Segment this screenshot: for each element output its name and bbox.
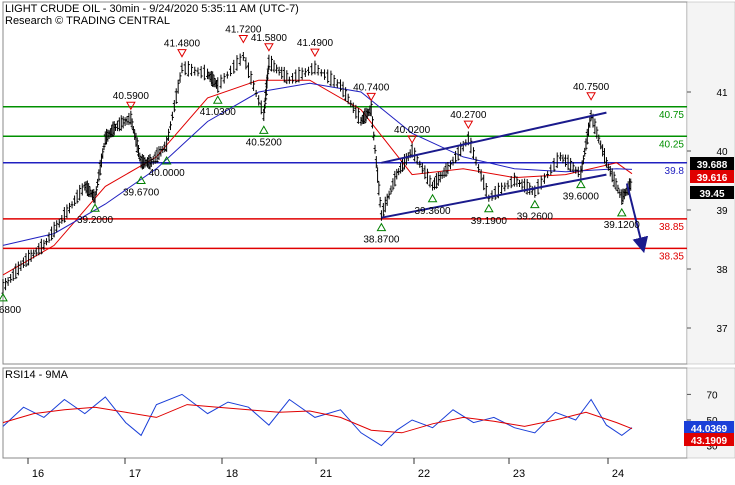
low-marker-icon	[0, 292, 8, 302]
high-marker-icon	[264, 43, 274, 52]
low-marker-icon	[529, 199, 540, 209]
low-marker-icon	[90, 203, 100, 212]
date-axis	[3, 460, 687, 480]
high-marker-icon	[177, 49, 187, 58]
low-label: 39.2000	[77, 215, 114, 226]
price-panel	[2, 1, 688, 365]
x-tick-label: 17	[129, 468, 141, 480]
high-marker-icon	[238, 35, 249, 44]
rsi-value-label: 43.1909	[691, 436, 728, 447]
rsi-value-box	[684, 433, 734, 446]
level-label: 40.75	[659, 110, 684, 121]
high-label: 41.4800	[164, 39, 201, 50]
high-label: 40.7500	[573, 82, 610, 93]
rsi-title: RSI14 - 9MA	[5, 369, 69, 381]
level-label: 38.85	[659, 222, 684, 233]
price-box-label: 39.616	[697, 173, 728, 184]
moving-average-line	[2, 82, 633, 246]
rsi-y-tick-label: 30	[706, 442, 718, 453]
x-tick-label: 22	[418, 468, 430, 480]
high-marker-icon	[310, 48, 320, 58]
high-label: 40.2700	[450, 110, 487, 121]
moving-average-line	[2, 79, 633, 276]
high-marker-icon	[586, 92, 596, 101]
high-marker-icon	[407, 135, 417, 144]
rsi-panel	[2, 367, 688, 459]
level-label: 39.8	[665, 166, 685, 177]
rsi-line	[2, 404, 633, 434]
x-tick-label: 23	[513, 468, 525, 480]
low-marker-icon	[258, 125, 269, 134]
high-marker-icon	[366, 92, 377, 102]
level-label: 38.35	[659, 251, 684, 262]
high-marker-icon	[125, 101, 136, 111]
high-label: 40.0200	[394, 125, 431, 136]
low-marker-icon	[161, 155, 172, 165]
low-label: 39.3600	[414, 206, 451, 217]
low-marker-icon	[427, 193, 438, 203]
low-label: 40.5200	[246, 137, 283, 148]
channel-line	[381, 173, 607, 219]
rsi-value-box	[684, 421, 734, 434]
rsi-line	[2, 393, 633, 447]
low-marker-icon	[483, 203, 494, 213]
high-label: 40.5900	[113, 91, 150, 102]
low-marker-icon	[576, 179, 586, 189]
price-box-label: 39.688	[697, 160, 728, 171]
low-marker-icon	[212, 95, 223, 104]
forecast-arrow	[625, 183, 649, 254]
y-tick-label: 40	[716, 147, 728, 158]
low-label: 39.1200	[604, 220, 641, 231]
high-label: 40.7400	[353, 82, 390, 93]
x-tick-label: 24	[612, 468, 624, 480]
y-tick-label: 38	[716, 265, 728, 276]
high-label: 41.4900	[297, 38, 334, 49]
x-tick-label: 16	[32, 468, 44, 480]
high-label: 41.5800	[251, 33, 288, 44]
x-tick-label: 21	[320, 468, 332, 480]
rsi-y-tick-label: 70	[706, 390, 718, 401]
chart-title: LIGHT CRUDE OIL - 30min - 9/24/2020 5:35…	[5, 3, 299, 15]
low-label: 39.2600	[517, 212, 554, 223]
low-label: 38.8700	[363, 235, 400, 246]
level-label: 40.25	[659, 139, 684, 150]
y-tick-label: 37	[716, 324, 728, 335]
low-label: 39.6000	[563, 192, 600, 203]
low-label: 39.6700	[123, 187, 160, 198]
low-marker-icon	[376, 222, 387, 232]
x-tick-label: 18	[226, 468, 238, 480]
price-box	[690, 170, 734, 183]
high-marker-icon	[463, 120, 474, 130]
y-tick-label: 39	[716, 206, 728, 217]
rsi-value-label: 44.0369	[691, 424, 728, 435]
price-box	[690, 157, 734, 170]
channel-line	[381, 111, 607, 164]
price-box-label: 39.45	[699, 189, 724, 200]
high-label: 41.7200	[225, 25, 262, 36]
y-tick-label: 41	[716, 88, 728, 99]
chart-subtitle: Research © TRADING CENTRAL	[5, 15, 170, 27]
low-marker-icon	[136, 175, 146, 184]
low-label: 40.0000	[149, 168, 186, 179]
low-label: 39.1900	[471, 216, 508, 227]
price-box	[690, 186, 734, 199]
low-label: 41.0300	[200, 107, 237, 118]
low-marker-icon	[616, 207, 627, 217]
low-label: 37.6800	[0, 305, 22, 316]
